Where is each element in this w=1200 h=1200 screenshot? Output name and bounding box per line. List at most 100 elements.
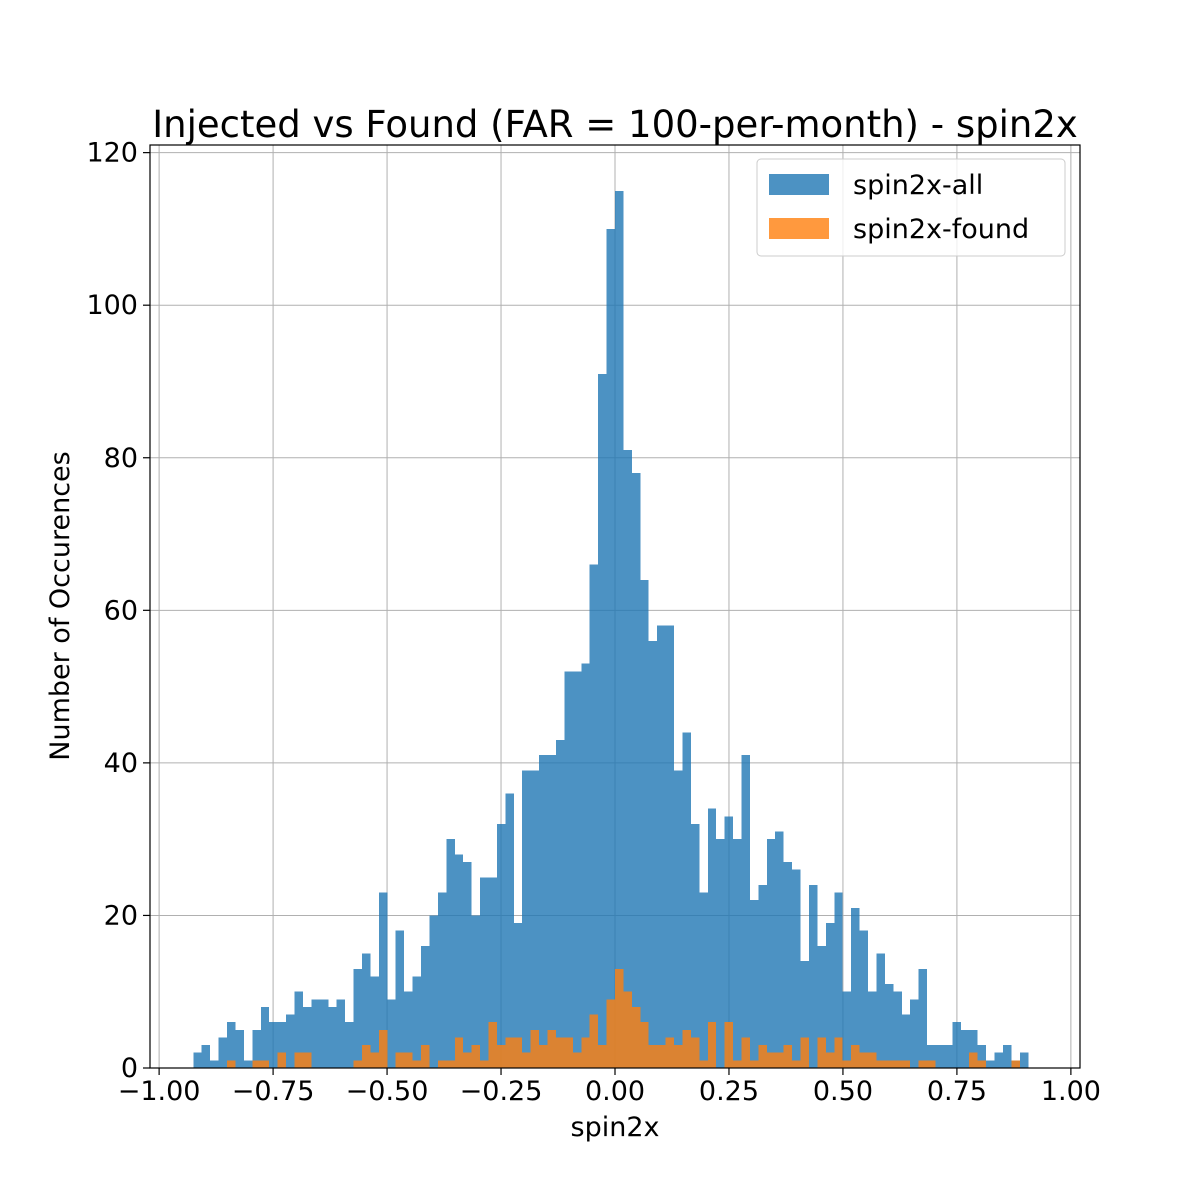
bar-found-37	[505, 1037, 514, 1068]
bar-all-66	[749, 900, 759, 1068]
bar-all-42	[547, 755, 556, 1068]
bar-all-44	[564, 671, 573, 1068]
bar-all-15	[319, 999, 329, 1068]
bar-found-70	[783, 1045, 793, 1068]
bar-all-67	[758, 884, 767, 1068]
legend-swatch-found	[769, 218, 829, 239]
y-axis-label: Number of Occurences	[45, 451, 76, 760]
y-tick-label-6: 120	[86, 138, 138, 169]
bar-found-51	[623, 991, 632, 1068]
bar-all-65	[741, 755, 750, 1068]
bar-found-87	[927, 1060, 936, 1068]
bar-found-52	[631, 1006, 641, 1068]
x-tick-label-2: −0.50	[346, 1076, 429, 1107]
bar-found-57	[674, 1045, 683, 1068]
bar-found-86	[918, 1060, 928, 1068]
bar-all-25	[404, 991, 413, 1068]
bar-all-69	[775, 831, 784, 1068]
bar-found-44	[564, 1037, 573, 1068]
bar-found-84	[901, 1060, 911, 1068]
bar-all-26	[412, 976, 422, 1068]
bar-found-50	[615, 968, 624, 1068]
bar-all-32	[463, 862, 472, 1068]
bar-all-7	[252, 1029, 261, 1068]
bar-all-72	[800, 961, 809, 1068]
bar-all-19	[353, 968, 362, 1068]
bar-found-32	[463, 1052, 472, 1068]
bar-found-65	[741, 1037, 750, 1068]
legend: spin2x-all spin2x-found	[756, 158, 1066, 257]
bar-found-77	[842, 1060, 852, 1068]
bar-all-87	[927, 1045, 936, 1068]
bar-all-51	[623, 450, 632, 1068]
bar-found-12	[294, 1052, 303, 1068]
bar-found-31	[454, 1037, 464, 1068]
bar-found-47	[589, 1014, 599, 1068]
bar-found-19	[353, 1060, 362, 1068]
bar-all-46	[581, 663, 590, 1068]
bar-all-0	[193, 1052, 202, 1068]
bar-found-33	[471, 1045, 481, 1068]
bar-found-74	[817, 1037, 826, 1068]
x-tick-label-8: 1.00	[1041, 1076, 1101, 1107]
bar-found-76	[834, 1037, 843, 1068]
bar-all-17	[336, 999, 346, 1068]
bar-all-80	[868, 991, 877, 1068]
bar-all-85	[910, 999, 919, 1068]
bar-all-2	[210, 1060, 219, 1068]
y-tick-label-5: 100	[86, 290, 138, 321]
bar-all-68	[766, 839, 776, 1068]
bar-all-34	[480, 877, 489, 1068]
bar-found-83	[893, 1060, 902, 1068]
bar-found-8	[260, 1060, 270, 1068]
bar-found-54	[648, 1045, 658, 1068]
y-tick-label-4: 80	[104, 443, 138, 474]
y-tick-label-3: 60	[104, 595, 138, 626]
x-tick-label-6: 0.50	[813, 1076, 873, 1107]
series-found-bars	[227, 968, 1020, 1068]
bar-all-36	[496, 823, 506, 1068]
bar-all-1	[201, 1045, 211, 1068]
bar-all-41	[539, 755, 548, 1068]
legend-label-all: spin2x-all	[853, 170, 983, 201]
bar-all-95	[994, 1052, 1003, 1068]
bar-found-78	[851, 1045, 860, 1068]
bar-all-29	[437, 892, 447, 1068]
bar-all-8	[260, 1006, 270, 1068]
bar-found-67	[758, 1045, 767, 1068]
bar-all-11	[286, 1014, 295, 1068]
bar-found-49	[606, 999, 615, 1068]
bar-all-37	[505, 793, 514, 1068]
legend-label-found: spin2x-found	[853, 214, 1029, 245]
bar-all-52	[631, 473, 641, 1068]
bar-found-41	[539, 1045, 548, 1068]
bar-found-4	[227, 1060, 236, 1068]
bar-all-60	[699, 892, 708, 1068]
bar-found-39	[522, 1052, 531, 1068]
bar-found-82	[884, 1060, 894, 1068]
bar-all-83	[893, 991, 902, 1068]
bar-found-93	[977, 1060, 987, 1068]
bar-found-35	[488, 1022, 497, 1068]
bar-all-89	[943, 1045, 953, 1068]
bar-found-40	[530, 1029, 540, 1068]
bar-found-61	[707, 1022, 717, 1068]
y-tick-label-0: 0	[121, 1053, 138, 1084]
bar-all-70	[783, 862, 793, 1068]
bar-found-48	[598, 1045, 607, 1068]
bar-all-50	[615, 190, 624, 1068]
bar-all-47	[589, 564, 599, 1068]
bar-all-45	[572, 671, 582, 1068]
bar-found-27	[421, 1045, 430, 1068]
bar-all-86	[918, 968, 928, 1068]
bar-all-63	[724, 816, 734, 1068]
bar-all-75	[825, 923, 835, 1068]
bar-found-46	[581, 1037, 590, 1068]
bar-found-68	[766, 1052, 776, 1068]
bar-found-69	[775, 1052, 784, 1068]
bar-found-20	[361, 1045, 371, 1068]
bar-all-24	[395, 930, 405, 1068]
x-tick-label-4: 0.00	[585, 1076, 645, 1107]
bar-all-96	[1002, 1045, 1012, 1068]
